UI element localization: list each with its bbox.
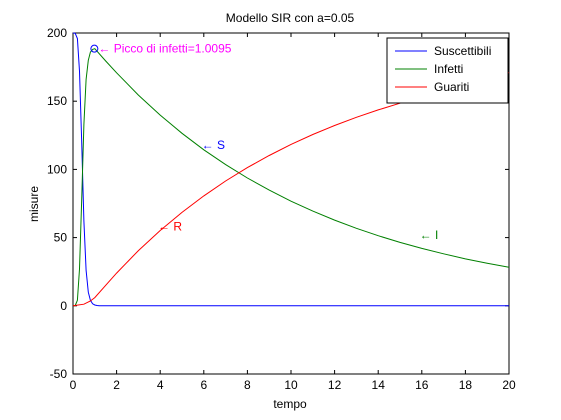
peak-label: ← Picco di infetti=1.0095 (98, 42, 231, 56)
series-line-suscettibili (72, 32, 509, 307)
y-tick-label: 50 (54, 231, 68, 245)
x-tick-label: 10 (284, 378, 298, 392)
x-tick-label: 6 (200, 378, 207, 392)
x-tick-label: 14 (372, 378, 386, 392)
legend-label-guariti: Guariti (434, 80, 469, 94)
x-axis-label: tempo (273, 397, 307, 411)
x-tick-label: 20 (502, 378, 516, 392)
y-tick-label: 200 (47, 26, 67, 40)
x-tick-label: 0 (70, 378, 77, 392)
y-tick-label: 0 (60, 299, 67, 313)
y-tick-label: -50 (50, 367, 68, 381)
x-tick-label: 18 (459, 378, 473, 392)
legend-box (386, 37, 509, 104)
x-tick-label: 16 (415, 378, 429, 392)
peak-marker (90, 44, 99, 53)
series-line-guariti (72, 72, 510, 307)
x-tick-label: 8 (244, 378, 251, 392)
chart-title: Modello SIR con a=0.05 (226, 11, 355, 25)
x-tick-label: 12 (328, 378, 342, 392)
curve-annotation: ← I (420, 228, 439, 242)
y-tick-label: 100 (47, 162, 67, 176)
curve-annotation: ← R (158, 220, 182, 234)
y-tick-label: 150 (47, 94, 67, 108)
legend-label-suscettibili: Suscettibili (434, 44, 491, 58)
series-line-infetti (72, 48, 510, 307)
y-axis-label: misure (27, 186, 41, 222)
x-tick-label: 2 (113, 378, 120, 392)
curve-annotation: ← S (202, 138, 225, 152)
x-tick-label: 4 (157, 378, 164, 392)
legend-label-infetti: Infetti (434, 62, 463, 76)
